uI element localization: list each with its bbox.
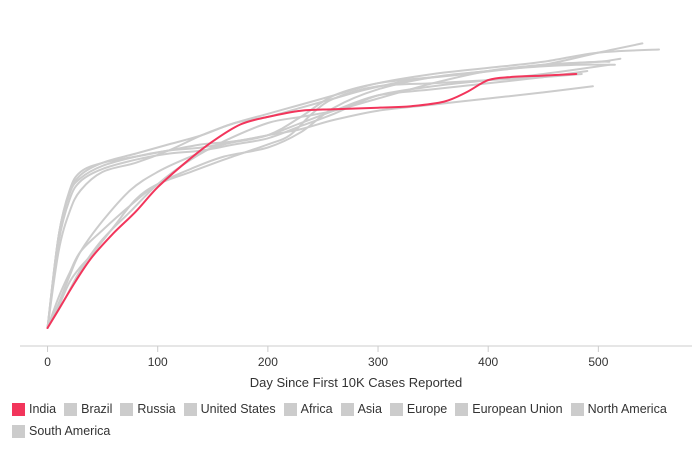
x-tick-label: 500 [588, 355, 608, 369]
legend-swatch [64, 402, 78, 416]
legend-swatch [389, 402, 403, 416]
x-tick-label: 100 [148, 355, 168, 369]
series-line-european-union [46, 63, 611, 329]
series-lines [46, 42, 660, 329]
x-tick-label: 200 [258, 355, 278, 369]
legend-swatch [570, 402, 584, 416]
legend-item[interactable]: India [12, 398, 56, 420]
series-line-south-america [46, 57, 622, 329]
legend-label: South America [29, 424, 111, 438]
legend-swatch [340, 402, 354, 416]
x-axis-ticks: 0 100 200 300 400 500 [44, 346, 609, 369]
legend-swatch [283, 402, 297, 416]
legend-item[interactable]: North America [570, 398, 667, 420]
legend-item[interactable]: Africa [283, 398, 333, 420]
legend-label: Brazil [81, 402, 113, 416]
series-line-north-america [46, 48, 660, 329]
legend-item[interactable]: Brazil [64, 398, 112, 420]
chart-legend: India Brazil Russia United States Africa Asia… [12, 398, 692, 442]
legend-item[interactable]: Asia [340, 398, 382, 420]
legend-swatch [12, 424, 25, 438]
legend-label: North America [587, 402, 667, 416]
series-line-india [46, 73, 578, 329]
legend-item[interactable]: South America [12, 420, 110, 442]
x-tick-label: 400 [478, 355, 498, 369]
legend-swatch [455, 402, 469, 416]
legend-label: Africa [300, 402, 333, 416]
x-tick-label: 0 [44, 355, 51, 369]
legend-label: Asia [357, 402, 382, 416]
legend-item[interactable]: Russia [120, 398, 176, 420]
legend-label: Europe [406, 402, 448, 416]
legend-label: United States [200, 402, 276, 416]
line-chart: 0 100 200 300 400 500 Day Since First 10K Cas… [20, 42, 692, 390]
legend-swatch [183, 402, 197, 416]
legend-swatch [120, 402, 134, 416]
legend-label: India [29, 402, 57, 416]
series-line-united-states [46, 63, 616, 329]
legend-label: Russia [137, 402, 176, 416]
x-axis-title: Day Since First 10K Cases Reported [250, 375, 462, 390]
series-line-russia [46, 73, 583, 329]
legend-label: European Union [472, 402, 563, 416]
x-tick-label: 300 [368, 355, 388, 369]
series-line-europe [46, 70, 589, 329]
legend-item[interactable]: European Union [455, 398, 563, 420]
legend-swatch [12, 402, 25, 416]
legend-item[interactable]: Europe [389, 398, 448, 420]
series-line-brazil [46, 42, 644, 329]
legend-item[interactable]: United States [183, 398, 276, 420]
